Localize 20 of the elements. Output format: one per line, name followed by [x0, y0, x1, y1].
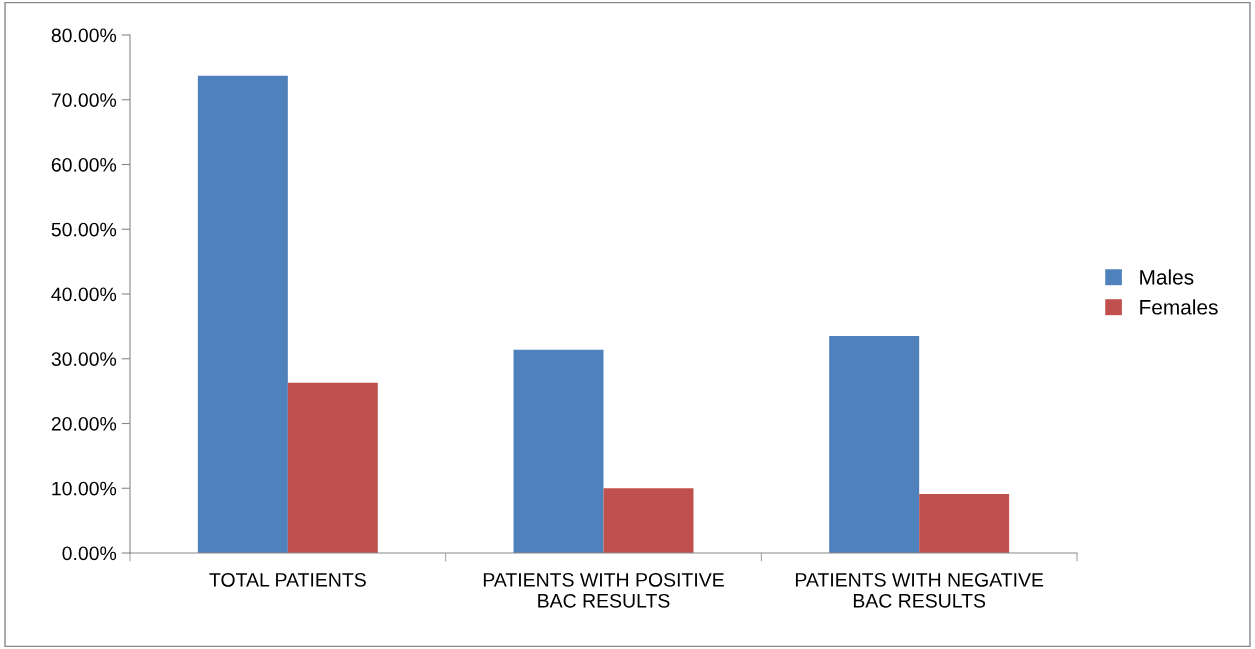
bar	[603, 488, 694, 553]
x-tick-label: PATIENTS WITH NEGATIVE BAC RESULTS	[795, 572, 1044, 608]
bar	[919, 494, 1010, 553]
y-tick-label: 40.00%	[51, 287, 117, 302]
y-tick-label: 20.00%	[51, 416, 117, 431]
legend-label: Males	[1140, 269, 1194, 285]
y-tick-label: 30.00%	[51, 352, 117, 366]
y-tick-label: 10.00%	[52, 481, 117, 496]
legend-label: Females	[1140, 299, 1218, 315]
bar	[513, 349, 604, 553]
bar	[829, 336, 920, 553]
y-tick-label: 80.00%	[51, 28, 117, 43]
bar	[197, 75, 288, 553]
bar	[287, 382, 378, 553]
y-tick-label: 0.00%	[62, 546, 117, 561]
y-tick-label: 60.00%	[51, 157, 117, 172]
x-tick-label: TOTAL PATIENTS	[209, 572, 366, 587]
x-tick-label: PATIENTS WITH POSITIVE BAC RESULTS	[483, 572, 724, 608]
y-tick-label: 70.00%	[51, 93, 117, 107]
y-tick-label: 50.00%	[51, 222, 117, 237]
